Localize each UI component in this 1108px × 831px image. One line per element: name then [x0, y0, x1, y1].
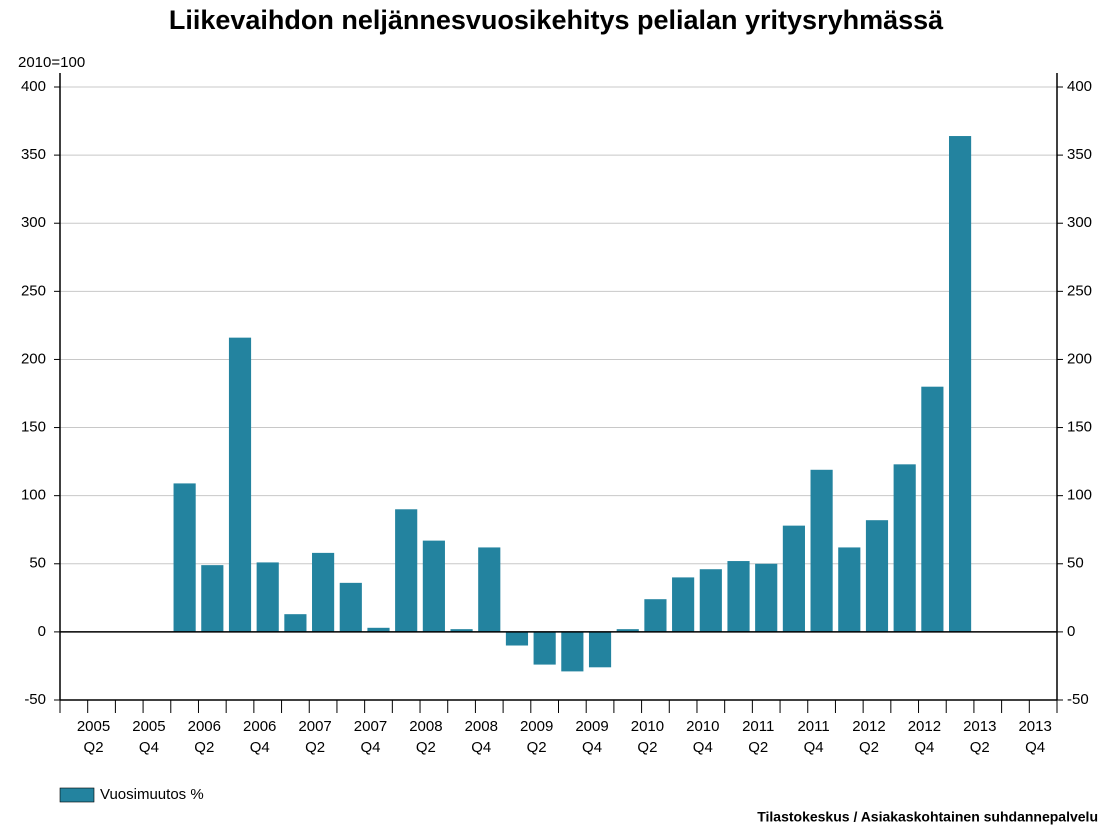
bar	[228, 337, 252, 632]
bar	[672, 577, 695, 632]
x-tick-label: Q2	[305, 739, 325, 756]
x-tick-label: 2007	[354, 718, 387, 735]
legend-label: Vuosimuutos %	[100, 786, 204, 803]
bar	[367, 627, 390, 632]
bar	[893, 464, 916, 632]
bar	[312, 552, 335, 632]
x-tick-label: Q2	[84, 739, 104, 756]
x-tick-label: 2009	[520, 718, 553, 735]
bar	[256, 562, 279, 632]
x-tick-label: 2009	[575, 718, 608, 735]
y2-tick-label: -50	[1067, 691, 1089, 708]
bar	[810, 469, 833, 632]
x-tick-label: 2010	[686, 718, 719, 735]
x-tick-label: 2010	[631, 718, 664, 735]
x-tick-label: Q2	[970, 739, 990, 756]
y2-tick-label: 50	[1067, 555, 1084, 572]
x-tick-label: Q4	[804, 739, 824, 756]
x-tick-label: 2008	[409, 718, 442, 735]
legend-swatch	[59, 787, 95, 803]
bar	[782, 525, 805, 632]
bar	[755, 563, 778, 632]
bar	[478, 547, 501, 632]
y-tick-label: 400	[21, 78, 46, 95]
x-tick-label: 2005	[132, 718, 165, 735]
bar	[644, 599, 667, 632]
x-tick-label: 2008	[465, 718, 498, 735]
y-tick-label: 350	[21, 146, 46, 163]
x-tick-label: 2012	[908, 718, 941, 735]
bar	[699, 569, 722, 632]
x-tick-label: 2013	[963, 718, 996, 735]
bar	[727, 561, 750, 632]
bar	[395, 509, 418, 632]
x-tick-label: 2006	[243, 718, 276, 735]
bar	[561, 631, 584, 672]
x-tick-label: Q2	[416, 739, 436, 756]
y-tick-label: 0	[38, 623, 46, 640]
bar	[948, 136, 972, 632]
x-tick-label: Q4	[582, 739, 602, 756]
y-tick-label: 50	[29, 555, 46, 572]
x-tick-label: Q2	[748, 739, 768, 756]
y-tick-label: 200	[21, 350, 46, 367]
chart-title: Liikevaihdon neljännesvuosikehitys pelia…	[169, 5, 944, 35]
x-tick-label: 2006	[188, 718, 221, 735]
y-tick-label: 100	[21, 487, 46, 504]
y2-tick-label: 150	[1067, 419, 1092, 436]
bar	[505, 631, 529, 646]
y-tick-label: -50	[24, 691, 46, 708]
bar	[339, 582, 362, 632]
x-tick-label: 2011	[797, 718, 829, 735]
y2-tick-label: 100	[1067, 487, 1092, 504]
x-tick-label: Q4	[1025, 739, 1045, 756]
x-tick-label: Q2	[527, 739, 547, 756]
bar	[865, 520, 889, 632]
x-tick-label: Q4	[250, 739, 270, 756]
y2-tick-label: 250	[1067, 282, 1092, 299]
x-tick-label: 2012	[852, 718, 885, 735]
x-tick-label: 2013	[1018, 718, 1051, 735]
bar	[173, 483, 196, 632]
x-tick-label: Q4	[914, 739, 934, 756]
y2-tick-label: 0	[1067, 623, 1075, 640]
bar	[422, 540, 445, 632]
bar	[838, 547, 861, 632]
y-axis-label: 2010=100	[18, 54, 85, 71]
y-tick-label: 150	[21, 419, 46, 436]
y-tick-label: 300	[21, 214, 46, 231]
bar	[616, 629, 639, 632]
x-tick-label: Q2	[637, 739, 657, 756]
y2-tick-label: 300	[1067, 214, 1092, 231]
bar	[201, 565, 224, 632]
x-tick-label: Q2	[859, 739, 879, 756]
x-tick-label: 2007	[298, 718, 331, 735]
x-tick-label: 2011	[742, 718, 774, 735]
x-tick-label: Q4	[693, 739, 713, 756]
x-tick-label: 2005	[77, 718, 110, 735]
source: Tilastokeskus / Asiakaskohtainen suhdann…	[757, 809, 1098, 825]
y-tick-label: 250	[21, 282, 46, 299]
x-tick-label: Q4	[360, 739, 380, 756]
bar	[450, 629, 473, 632]
bar	[588, 631, 612, 668]
bar	[533, 631, 556, 665]
x-tick-label: Q2	[194, 739, 214, 756]
y2-tick-label: 400	[1067, 78, 1092, 95]
y2-tick-label: 350	[1067, 146, 1092, 163]
bar	[284, 614, 307, 632]
x-tick-label: Q4	[139, 739, 159, 756]
x-tick-label: Q4	[471, 739, 491, 756]
bar	[921, 386, 944, 632]
y2-tick-label: 200	[1067, 350, 1092, 367]
